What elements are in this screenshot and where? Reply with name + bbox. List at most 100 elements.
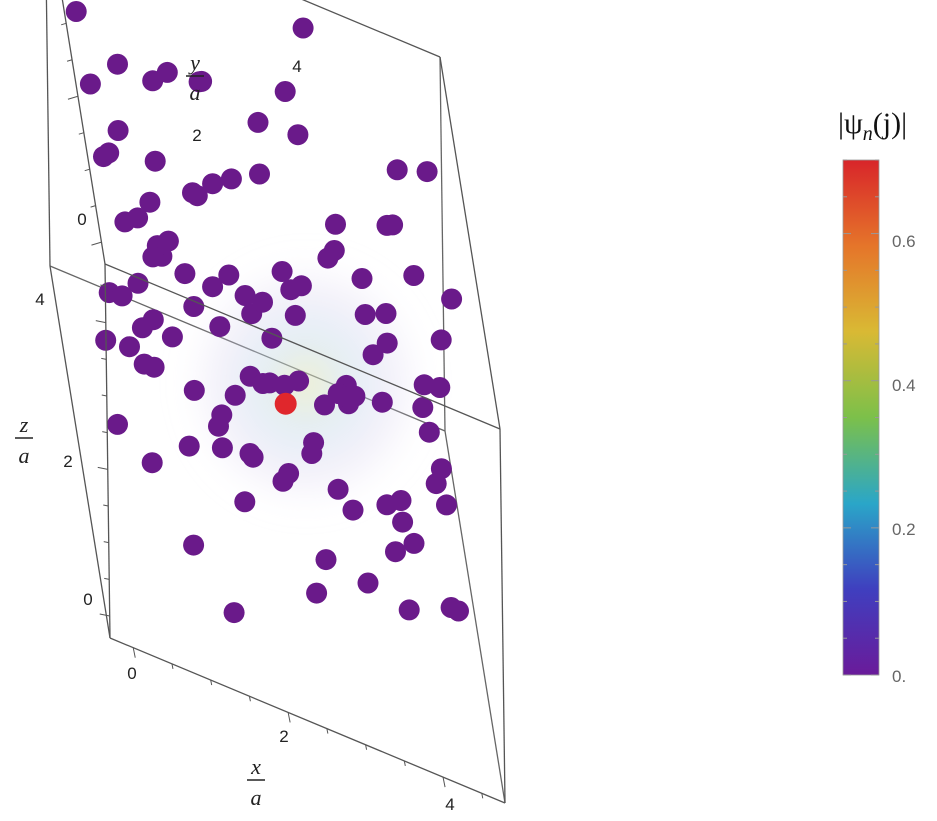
x-axis-tick <box>210 679 213 686</box>
scatter-point <box>107 413 128 435</box>
y-axis-tick <box>84 168 90 172</box>
scatter-point <box>183 296 205 317</box>
z-axis-tick <box>103 504 109 507</box>
scatter-point <box>390 490 412 511</box>
y-tick-label-4: 4 <box>292 57 301 76</box>
scatter-point <box>252 373 274 394</box>
z-tick-label-2: 2 <box>63 452 72 471</box>
z-axis-tick <box>95 320 106 324</box>
scatter-point <box>65 1 87 22</box>
scatter-point <box>398 599 420 621</box>
colorbar-title: |ψn(j)| <box>838 107 907 145</box>
scatter-point <box>413 374 435 396</box>
y-axis-label: y a <box>186 50 204 105</box>
scatter-point <box>234 491 256 513</box>
box-edge-back <box>444 430 506 804</box>
scatter-point <box>98 142 120 164</box>
scatter-point <box>79 73 101 95</box>
box-edge-front <box>439 56 501 430</box>
scatter-point <box>430 329 452 351</box>
scatter-point <box>131 317 153 339</box>
scatter-point <box>274 81 296 102</box>
scatter-point <box>220 168 242 190</box>
x-axis-label: x a <box>247 754 265 810</box>
z-axis-tick <box>99 613 110 617</box>
scatter-point <box>392 511 414 533</box>
z-axis-tick <box>104 577 110 580</box>
y-axis-tick <box>67 95 79 100</box>
box-edge-front <box>49 265 111 639</box>
scatter-point <box>327 478 349 500</box>
colorbar: |ψn(j)| 0. 0.2 0.4 0.6 <box>838 107 916 686</box>
scatter-point <box>306 582 328 604</box>
scatter-point <box>211 437 233 459</box>
scatter-point <box>290 275 312 297</box>
scatter-point <box>430 458 452 480</box>
box-edge-back <box>439 56 446 432</box>
scatter-point <box>376 214 398 236</box>
x-axis-tick <box>326 728 329 734</box>
scatter-point <box>418 421 440 443</box>
scatter-point <box>107 120 129 141</box>
x-axis-label-denominator: a <box>251 785 262 810</box>
y-tick-label-0: 0 <box>77 210 86 229</box>
scatter-point <box>252 291 273 313</box>
z-axis-tick <box>97 466 108 470</box>
colorbar-tick-label-0: 0. <box>892 667 906 686</box>
box-edge-front <box>109 637 506 804</box>
scatter-point <box>127 272 149 294</box>
box-edge-front <box>104 263 111 639</box>
scatter-point <box>223 602 245 624</box>
scatter-point <box>139 191 161 213</box>
scatter-point <box>111 285 133 307</box>
y-axis-tick <box>90 205 96 208</box>
colorbar-gradient-bar <box>842 159 880 676</box>
scatter-point <box>202 276 224 298</box>
x-axis-tick <box>132 647 136 658</box>
scatter-point <box>441 288 463 310</box>
scatter-point <box>247 111 269 133</box>
y-axis-tick <box>61 22 67 26</box>
scatter-point <box>448 600 469 622</box>
z-axis-label-denominator: a <box>19 443 30 468</box>
scatter-point <box>183 379 205 401</box>
scatter-point <box>292 17 314 39</box>
y-axis-label-numerator: y <box>188 50 200 75</box>
scatter-point <box>284 304 306 326</box>
scatter-point <box>224 384 246 406</box>
scatter-point <box>272 470 294 492</box>
scatter-point <box>142 246 164 268</box>
scatter-point <box>234 285 256 306</box>
scatter-point <box>182 182 203 204</box>
scatter-point <box>107 53 128 75</box>
axis-ticks <box>61 22 484 799</box>
x-tick-label-0: 0 <box>127 664 136 683</box>
y-axis-tick <box>78 132 84 135</box>
scatter-point <box>209 316 231 338</box>
scatter-point <box>288 370 310 392</box>
bounding-box-front-edges <box>45 0 506 804</box>
scatter-point <box>416 161 438 183</box>
x-axis-tick <box>403 760 406 767</box>
colorbar-tick-label-0.4: 0.4 <box>892 376 916 395</box>
scatter-points <box>65 1 469 624</box>
scatter-point <box>208 415 229 437</box>
axis-tick-labels: 0 2 4 0 2 4 0 2 4 <box>35 57 454 814</box>
z-axis-tick <box>102 431 108 434</box>
scatter-point <box>385 541 406 563</box>
scatter-point <box>371 391 393 413</box>
x-axis-label-numerator: x <box>250 754 261 779</box>
scatter-point <box>178 435 200 457</box>
x-axis-tick <box>248 696 251 702</box>
scatter-point <box>375 303 397 324</box>
scatter-point <box>143 356 165 378</box>
box-edge-front <box>301 0 441 58</box>
scatter-point <box>436 494 457 516</box>
scatter-point <box>202 173 224 195</box>
x-axis-tick <box>442 777 446 788</box>
z-axis-tick <box>100 284 106 287</box>
scatter-point <box>386 159 408 181</box>
scatter-point <box>261 327 283 349</box>
box-edge-front <box>45 0 51 267</box>
